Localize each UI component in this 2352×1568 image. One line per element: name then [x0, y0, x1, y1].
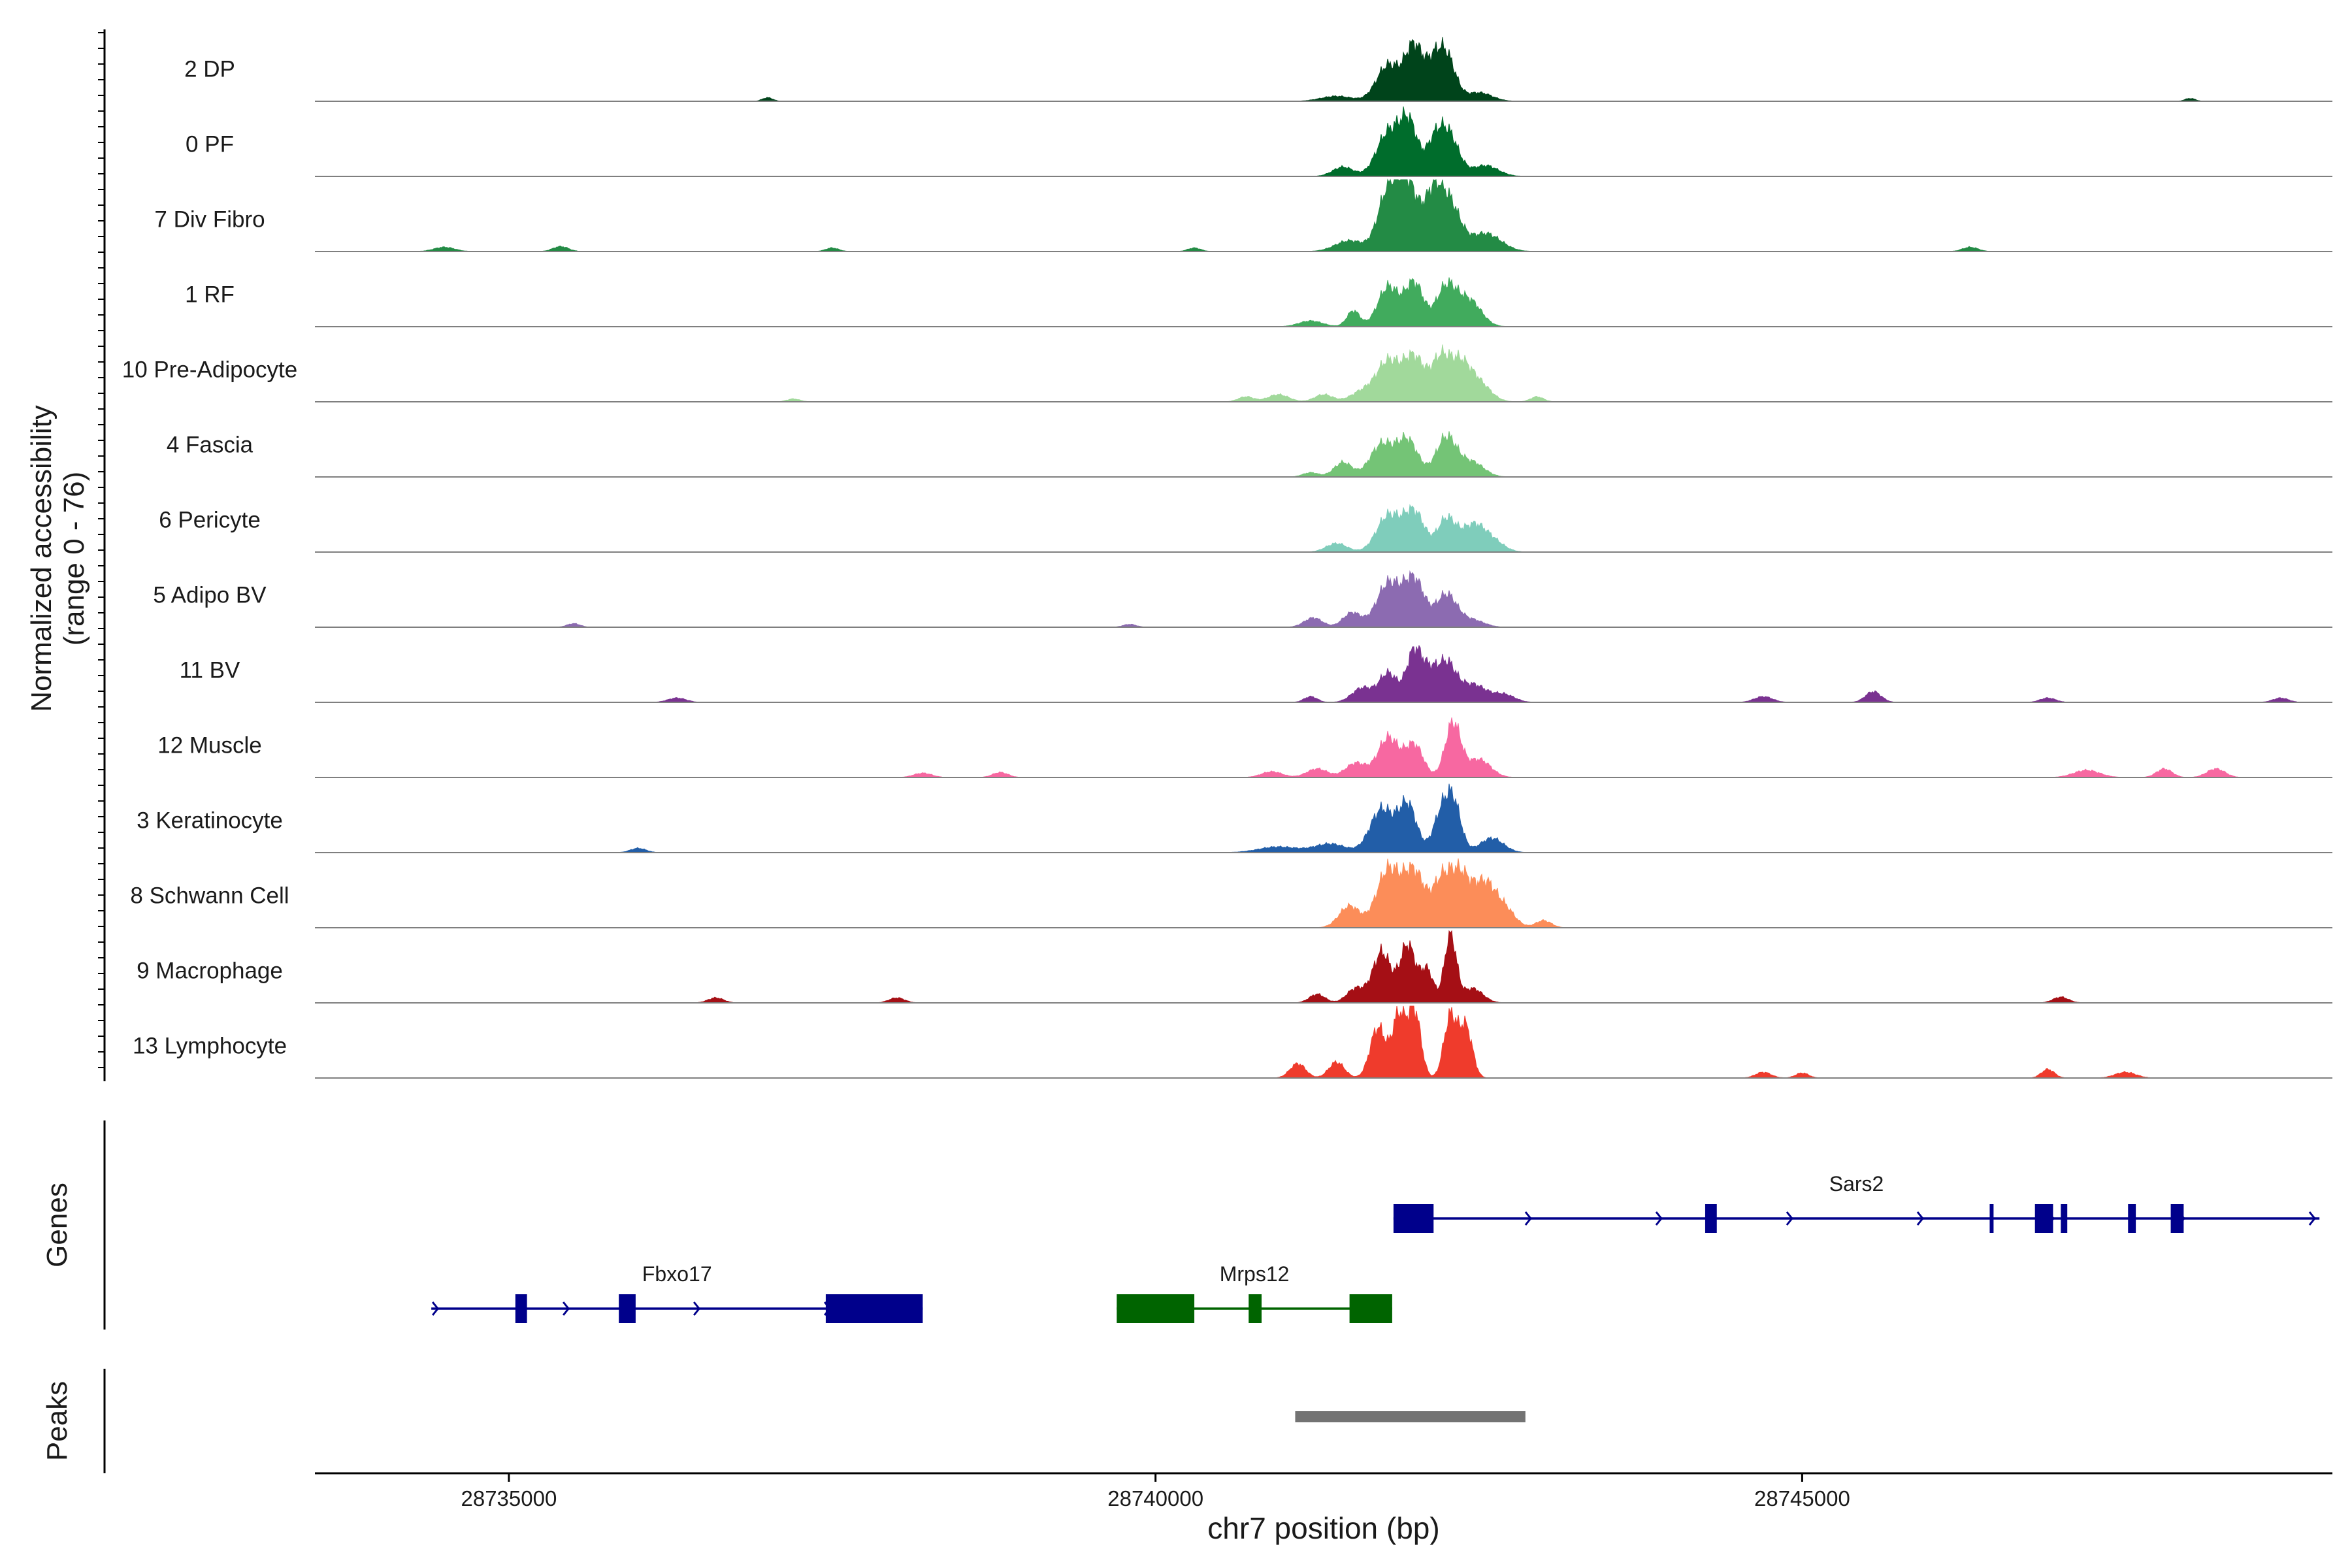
gene-exon	[2034, 1204, 2053, 1233]
gene-exon	[1989, 1204, 1994, 1233]
x-tick-label: 28740000	[1107, 1486, 1203, 1511]
y-axis-label-line1: Normalized accessibility	[25, 405, 57, 711]
track-11-bv: 11 BV	[180, 644, 2332, 703]
track-1-rf: 1 RF	[185, 277, 2332, 327]
track-0-pf: 0 PF	[186, 106, 2332, 177]
genes-track-label: Genes	[41, 1183, 73, 1267]
gene-exon	[1705, 1204, 1717, 1233]
track-label: 10 Pre-Adipocyte	[122, 357, 297, 382]
track-7-div-fibro: 7 Div Fibro	[154, 178, 2332, 252]
x-tick-label: 28745000	[1754, 1486, 1850, 1511]
track-13-lymphocyte: 13 Lymphocyte	[133, 1005, 2332, 1079]
track-2-dp: 2 DP	[184, 37, 2332, 102]
track-12-muscle: 12 Muscle	[157, 717, 2332, 778]
gene-exon	[2170, 1204, 2184, 1233]
coverage-tracks: 2 DP 0 PF 7 Div Fibro 1 RF 10 Pre-Adipocyte 4…	[122, 37, 2332, 1079]
track-8-schwann-cell: 8 Schwann Cell	[130, 858, 2332, 928]
track-9-macrophage: 9 Macrophage	[137, 930, 2332, 1004]
gene-exon	[515, 1294, 527, 1323]
gene-exon	[2128, 1204, 2136, 1233]
track-label: 12 Muscle	[157, 732, 262, 758]
track-label: 7 Div Fibro	[154, 206, 265, 232]
strand-arrow	[1916, 1211, 1924, 1226]
x-tick-label: 28735000	[461, 1486, 557, 1511]
peak-region-bar	[1295, 1411, 1526, 1422]
track-label: 5 Adipo BV	[153, 582, 267, 608]
gene-exon	[1393, 1204, 1434, 1233]
x-axis-ticks: 28735000 28740000 28745000	[461, 1473, 1850, 1511]
x-axis-label: chr7 position (bp)	[1207, 1511, 1439, 1545]
strand-arrow	[693, 1301, 701, 1316]
strand-arrow	[431, 1301, 440, 1316]
gene-fbxo17: Fbxo17	[431, 1262, 923, 1323]
strand-arrow	[1786, 1211, 1793, 1226]
track-label: 9 Macrophage	[137, 958, 283, 983]
y-axis-label-line2: (range 0 - 76)	[58, 472, 90, 646]
gene-exon	[1249, 1294, 1262, 1323]
track-label: 0 PF	[186, 131, 234, 157]
gene-exon	[619, 1294, 636, 1323]
gene-exon	[825, 1294, 923, 1323]
strand-arrow	[1655, 1211, 1663, 1226]
strand-arrow	[2308, 1211, 2316, 1226]
track-label: 1 RF	[185, 282, 235, 307]
gene-mrps12: Mrps12	[1117, 1262, 1392, 1323]
track-label: 8 Schwann Cell	[130, 883, 289, 908]
gene-annotation: Fbxo17 Mrps12 Sars2	[431, 1172, 2320, 1323]
track-3-keratinocyte: 3 Keratinocyte	[137, 783, 2332, 853]
peaks-track-label: Peaks	[41, 1381, 73, 1461]
track-6-pericyte: 6 Pericyte	[159, 504, 2332, 553]
track-4-fascia: 4 Fascia	[167, 431, 2332, 478]
gene-exon	[2061, 1204, 2068, 1233]
track-5-adipo-bv: 5 Adipo BV	[153, 570, 2332, 628]
track-label: 13 Lymphocyte	[133, 1033, 287, 1058]
gene-label: Fbxo17	[642, 1262, 712, 1286]
gene-label: Mrps12	[1220, 1262, 1290, 1286]
track-label: 4 Fascia	[167, 432, 253, 457]
gene-exon	[1349, 1294, 1392, 1323]
gene-sars2: Sars2	[1393, 1172, 2320, 1233]
coverage-y-ticks	[98, 32, 105, 1068]
gene-label: Sars2	[1829, 1172, 1884, 1196]
track-label: 11 BV	[180, 657, 240, 683]
track-label: 2 DP	[184, 56, 235, 82]
track-10-pre-adipocyte: 10 Pre-Adipocyte	[122, 344, 2332, 402]
strand-arrow	[1524, 1211, 1532, 1226]
track-label: 3 Keratinocyte	[137, 808, 283, 833]
strand-arrow	[562, 1301, 570, 1316]
peak-regions	[1295, 1411, 1526, 1422]
gene-exon	[1117, 1294, 1195, 1323]
track-label: 6 Pericyte	[159, 507, 261, 532]
